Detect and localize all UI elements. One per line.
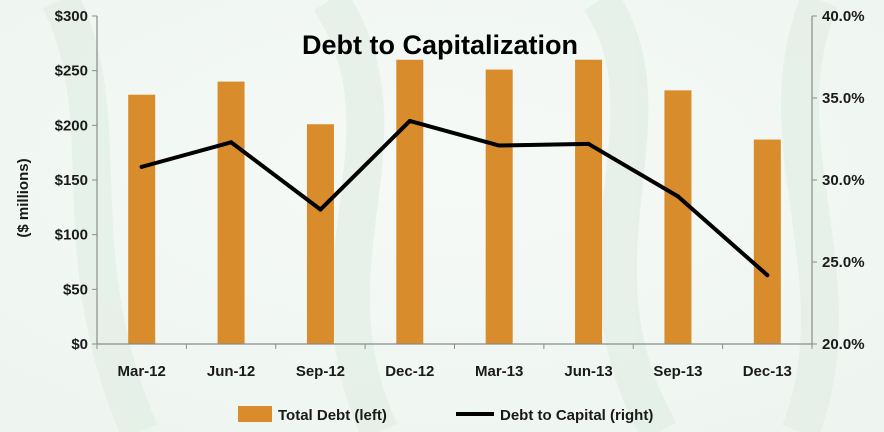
x-tick-label: Dec-13 — [743, 363, 792, 380]
y-axis-label: ($ millions) — [15, 158, 32, 237]
bar-total-debt-sep-12 — [306, 124, 334, 345]
bar-total-debt-jun-12 — [217, 81, 245, 344]
x-tick-label: Jun-13 — [564, 363, 612, 380]
point-debt-to-capital-dec-12 — [407, 118, 412, 123]
plot-area: $0 $50 $100 $150 $200 $250 $300 20.0% 25.0% 30.0%… — [55, 8, 865, 380]
point-debt-to-capital-sep-12 — [318, 207, 323, 212]
line-debt-to-capital — [139, 118, 770, 278]
x-tick-label: Mar-13 — [475, 363, 523, 380]
legend-swatch-total-debt — [238, 406, 272, 422]
left-tick-label: $250 — [55, 63, 88, 80]
right-tick-label: 40.0% — [822, 8, 865, 25]
left-tick-label: $100 — [55, 227, 88, 244]
legend-label-debt-to-capital: Debt to Capital (right) — [500, 407, 653, 424]
legend-label-total-debt: Total Debt (left) — [278, 407, 387, 424]
x-tick-label: Sep-12 — [296, 363, 345, 380]
bar-total-debt-dec-13 — [753, 139, 781, 344]
bar-total-debt-mar-12 — [128, 94, 156, 344]
bar-total-debt-sep-13 — [664, 90, 692, 344]
x-tick-label: Sep-13 — [653, 363, 702, 380]
x-tick-label: Dec-12 — [385, 363, 434, 380]
legend: Total Debt (left) Debt to Capital (right… — [238, 406, 653, 424]
left-tick-label: $200 — [55, 117, 88, 134]
x-tick-label: Jun-12 — [207, 363, 255, 380]
left-tick-label: $0 — [71, 336, 88, 353]
left-tick-label: $150 — [55, 172, 88, 189]
chart-title: Debt to Capitalization — [302, 30, 578, 60]
right-tick-label: 35.0% — [822, 90, 865, 107]
left-tick-label: $300 — [55, 8, 88, 25]
right-tick-label: 25.0% — [822, 254, 865, 271]
bar-total-debt-dec-12 — [396, 59, 424, 344]
x-tick-label: Mar-12 — [118, 363, 166, 380]
right-tick-label: 20.0% — [822, 336, 865, 353]
point-debt-to-capital-mar-13 — [497, 143, 502, 148]
bar-total-debt-mar-13 — [485, 69, 513, 344]
point-debt-to-capital-mar-12 — [139, 164, 144, 169]
point-debt-to-capital-sep-13 — [675, 194, 680, 199]
watermark-swirls — [42, 0, 839, 432]
right-tick-label: 30.0% — [822, 172, 865, 189]
point-debt-to-capital-jun-12 — [229, 140, 234, 145]
point-debt-to-capital-dec-13 — [765, 273, 770, 278]
left-tick-label: $50 — [63, 281, 88, 298]
bar-total-debt-jun-13 — [575, 59, 603, 344]
point-debt-to-capital-jun-13 — [586, 141, 591, 146]
